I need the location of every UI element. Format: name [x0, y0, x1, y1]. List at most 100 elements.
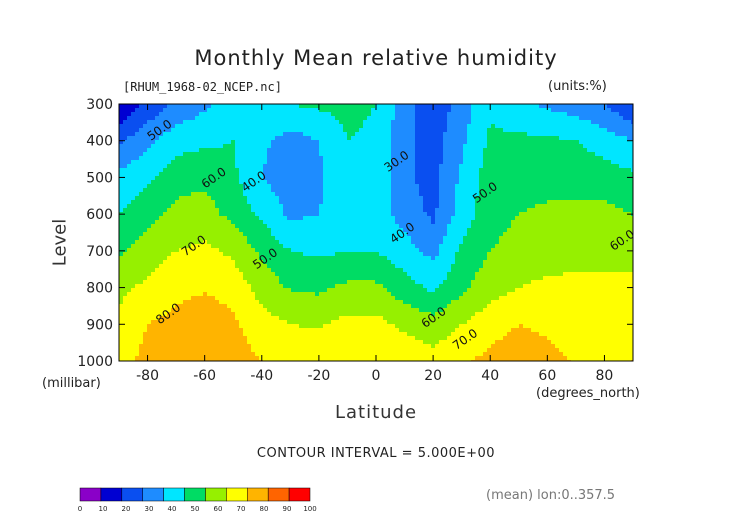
field-cell — [127, 296, 132, 301]
field-cell — [231, 108, 236, 113]
field-cell — [279, 152, 284, 157]
field-cell — [315, 200, 320, 205]
field-cell — [155, 208, 160, 213]
field-cell — [367, 152, 372, 157]
field-cell — [255, 324, 260, 329]
field-cell — [183, 300, 188, 305]
field-cell — [147, 184, 152, 189]
field-cell — [407, 348, 412, 353]
field-cell — [231, 252, 236, 257]
field-cell — [319, 328, 324, 333]
field-cell — [207, 276, 212, 281]
field-cell — [283, 196, 288, 201]
field-cell — [147, 136, 152, 141]
field-cell — [379, 284, 384, 289]
field-cell — [143, 216, 148, 221]
field-cell — [279, 228, 284, 233]
field-cell — [191, 196, 196, 201]
field-cell — [215, 216, 220, 221]
field-cell — [379, 228, 384, 233]
field-cell — [151, 264, 156, 269]
field-cell — [419, 116, 424, 121]
field-cell — [151, 252, 156, 257]
field-cell — [255, 156, 260, 161]
field-cell — [195, 236, 200, 241]
field-cell — [307, 296, 312, 301]
field-cell — [359, 112, 364, 117]
field-cell — [383, 144, 388, 149]
field-cell — [303, 296, 308, 301]
field-cell — [127, 176, 132, 181]
field-cell — [275, 148, 280, 153]
field-cell — [391, 132, 396, 137]
field-cell — [191, 272, 196, 277]
field-cell — [147, 268, 152, 273]
field-cell — [251, 184, 256, 189]
field-cell — [295, 116, 300, 121]
field-cell — [335, 116, 340, 121]
field-cell — [347, 208, 352, 213]
field-cell — [199, 212, 204, 217]
field-cell — [367, 164, 372, 169]
field-cell — [239, 324, 244, 329]
field-cell — [147, 228, 152, 233]
field-cell — [315, 348, 320, 353]
field-cell — [279, 248, 284, 253]
field-cell — [375, 192, 380, 197]
field-cell — [195, 328, 200, 333]
field-cell — [275, 340, 280, 345]
field-cell — [295, 152, 300, 157]
field-cell — [391, 144, 396, 149]
field-cell — [131, 304, 136, 309]
field-cell — [231, 268, 236, 273]
field-cell — [311, 156, 316, 161]
field-cell — [375, 232, 380, 237]
field-cell — [383, 332, 388, 337]
field-cell — [383, 188, 388, 193]
field-cell — [291, 260, 296, 265]
field-cell — [363, 324, 368, 329]
field-cell — [391, 280, 396, 285]
field-cell — [315, 168, 320, 173]
field-cell — [131, 292, 136, 297]
field-cell — [303, 320, 308, 325]
field-cell — [191, 220, 196, 225]
field-cell — [135, 280, 140, 285]
field-cell — [407, 344, 412, 349]
field-cell — [323, 200, 328, 205]
field-cell — [343, 224, 348, 229]
field-cell — [251, 284, 256, 289]
field-cell — [271, 276, 276, 281]
field-cell — [167, 156, 172, 161]
field-cell — [347, 104, 352, 109]
field-cell — [271, 152, 276, 157]
field-cell — [255, 312, 260, 317]
field-cell — [303, 304, 308, 309]
field-cell — [219, 188, 224, 193]
field-cell — [179, 200, 184, 205]
field-cell — [203, 304, 208, 309]
field-cell — [223, 216, 228, 221]
field-cell — [347, 280, 352, 285]
field-cell — [223, 180, 228, 185]
field-cell — [287, 332, 292, 337]
field-cell — [167, 164, 172, 169]
field-cell — [231, 228, 236, 233]
field-cell — [179, 136, 184, 141]
field-cell — [343, 348, 348, 353]
field-cell — [203, 164, 208, 169]
field-cell — [147, 172, 152, 177]
field-cell — [163, 272, 168, 277]
field-cell — [311, 276, 316, 281]
field-cell — [331, 188, 336, 193]
field-cell — [219, 184, 224, 189]
field-cell — [291, 104, 296, 109]
field-cell — [359, 344, 364, 349]
field-cell — [275, 296, 280, 301]
field-cell — [143, 288, 148, 293]
field-cell — [195, 176, 200, 181]
field-cell — [231, 128, 236, 133]
field-cell — [231, 164, 236, 169]
field-cell — [163, 224, 168, 229]
field-cell — [359, 128, 364, 133]
